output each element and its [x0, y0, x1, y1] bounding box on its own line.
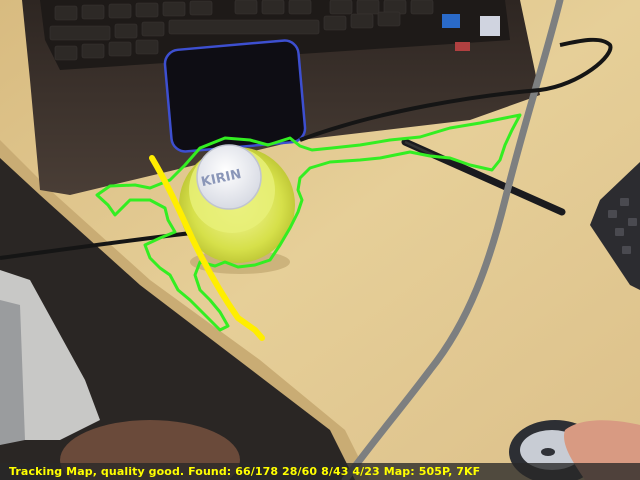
mouse-wheel: [541, 448, 555, 456]
desk-edge: [0, 140, 370, 480]
black-cable-left: [0, 230, 201, 260]
small-sticker: [455, 42, 470, 51]
cpu-sticker: [442, 14, 460, 28]
external-keyboard: [590, 162, 640, 290]
laptop-touchpad: [163, 39, 307, 153]
bottle-cap: [196, 144, 262, 210]
grey-cable: [341, 0, 564, 480]
gray-box-side: [0, 300, 25, 445]
os-sticker: [480, 16, 500, 36]
tracking-status-text: Tracking Map, quality good. Found: 66/17…: [9, 465, 481, 478]
tracking-outline: [95, 113, 522, 332]
tracking-status-bar: Tracking Map, quality good. Found: 66/17…: [0, 463, 640, 480]
keyboard-keys: [49, 0, 434, 61]
external-keys: [608, 198, 637, 254]
gray-box: [0, 270, 100, 440]
black-cable-right: [299, 37, 613, 142]
tracking-trail: [149, 155, 265, 341]
